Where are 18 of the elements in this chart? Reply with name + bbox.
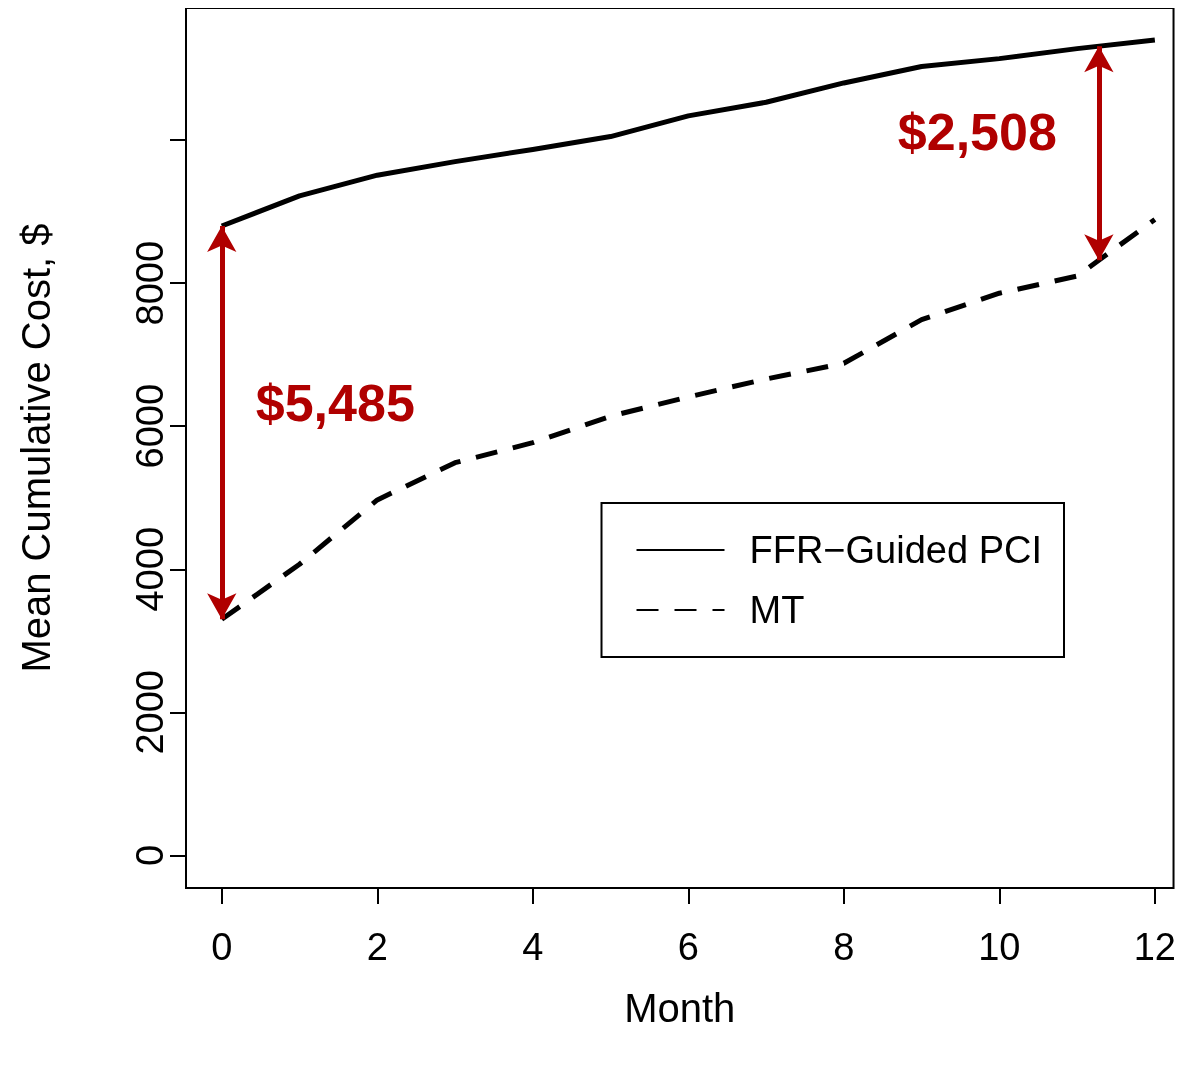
y-axis-title: Mean Cumulative Cost, $ xyxy=(14,223,58,673)
annotation: $2,508 xyxy=(897,102,1057,161)
x-tick-label: 4 xyxy=(522,926,544,968)
legend-label: FFR−Guided PCI xyxy=(749,529,1042,571)
annotation: $5,485 xyxy=(255,373,415,432)
x-tick-label: 12 xyxy=(1133,926,1177,968)
legend-label: MT xyxy=(749,589,805,631)
x-tick-label: 10 xyxy=(978,926,1021,968)
x-axis-title: Month xyxy=(624,986,736,1030)
y-tick-label: 4000 xyxy=(129,526,171,612)
x-tick-label: 0 xyxy=(211,926,233,968)
y-tick-label: 6000 xyxy=(129,383,171,469)
y-tick-label: 2000 xyxy=(129,670,171,755)
y-tick-label: 8000 xyxy=(129,240,171,326)
x-tick-label: 6 xyxy=(677,926,699,968)
y-tick-label: 0 xyxy=(129,844,171,866)
x-tick-label: 2 xyxy=(366,926,388,968)
x-tick-label: 8 xyxy=(833,926,855,968)
